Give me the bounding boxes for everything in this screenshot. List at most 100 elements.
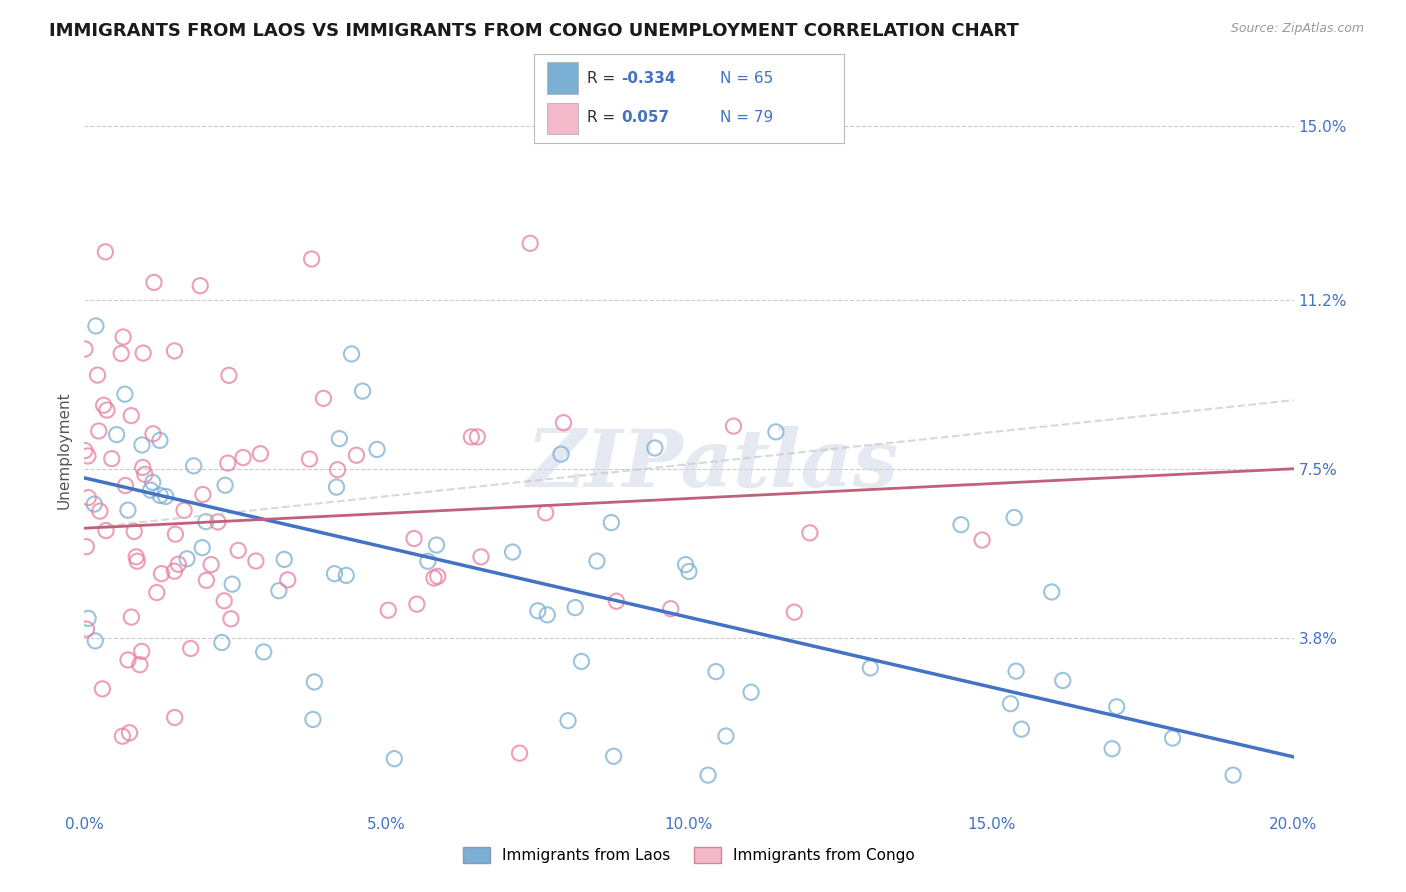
Point <box>77 449 100 463</box>
Point <box>972 533 994 547</box>
Point <box>1052 673 1074 688</box>
Point <box>117 503 139 517</box>
Point <box>550 447 572 461</box>
Text: R =: R = <box>586 70 620 86</box>
Point <box>77 491 100 505</box>
Point <box>143 276 166 290</box>
Point <box>122 524 145 539</box>
Bar <box>547 62 578 94</box>
Point <box>302 713 325 727</box>
Point <box>557 714 579 728</box>
Point <box>125 549 148 564</box>
Point <box>323 566 346 581</box>
Point <box>91 681 114 696</box>
Point <box>211 635 233 649</box>
Point <box>245 554 267 568</box>
Point <box>112 330 135 344</box>
Point <box>534 506 557 520</box>
Point <box>114 478 136 492</box>
Point <box>226 543 249 558</box>
Text: N = 79: N = 79 <box>720 110 773 125</box>
Point <box>1005 664 1028 678</box>
Point <box>1222 768 1244 782</box>
Point <box>1101 741 1123 756</box>
Point <box>84 318 107 333</box>
Point <box>723 419 745 434</box>
Point <box>382 752 405 766</box>
Point <box>86 368 108 383</box>
Point <box>73 342 96 356</box>
Point <box>128 657 150 672</box>
Point <box>425 538 447 552</box>
Point <box>111 729 134 743</box>
Point <box>416 554 439 568</box>
Point <box>176 551 198 566</box>
Point <box>783 605 806 619</box>
Point <box>87 424 110 438</box>
Text: Source: ZipAtlas.com: Source: ZipAtlas.com <box>1230 22 1364 36</box>
Point <box>298 452 321 467</box>
Text: 0.057: 0.057 <box>621 110 669 125</box>
Point <box>149 488 172 502</box>
Point <box>253 645 276 659</box>
Point <box>194 515 217 529</box>
Point <box>460 430 482 444</box>
Point <box>678 565 700 579</box>
Point <box>183 458 205 473</box>
Point <box>267 583 290 598</box>
Point <box>605 594 627 608</box>
Point <box>142 426 165 441</box>
Point <box>142 475 165 490</box>
Point <box>340 347 363 361</box>
Point <box>132 460 155 475</box>
Point <box>114 387 136 401</box>
Point <box>675 558 697 572</box>
Point <box>110 346 132 360</box>
Point <box>527 604 550 618</box>
Point <box>301 252 323 266</box>
Point <box>75 540 97 554</box>
Point <box>1011 722 1033 736</box>
Point <box>117 653 139 667</box>
Point <box>502 545 524 559</box>
Point <box>76 622 98 636</box>
Point <box>600 516 623 530</box>
Point <box>77 611 100 625</box>
Point <box>312 392 335 406</box>
Point <box>96 403 118 417</box>
Point <box>509 746 531 760</box>
Point <box>402 532 425 546</box>
Point <box>232 450 254 465</box>
Point <box>195 574 218 588</box>
Bar <box>547 103 578 134</box>
Point <box>83 497 105 511</box>
Point <box>134 467 156 482</box>
Point <box>346 448 368 462</box>
Point <box>335 568 357 582</box>
Point <box>139 483 162 498</box>
Point <box>221 577 243 591</box>
Point <box>423 571 446 585</box>
Point <box>536 607 558 622</box>
Text: -0.334: -0.334 <box>621 70 675 86</box>
Point <box>519 236 541 251</box>
Point <box>94 524 117 538</box>
Point <box>328 432 350 446</box>
Point <box>118 726 141 740</box>
Point <box>105 427 128 442</box>
Point <box>217 456 239 470</box>
Point <box>167 558 190 572</box>
Point <box>467 430 489 444</box>
Point <box>740 685 762 699</box>
Point <box>571 655 593 669</box>
Point <box>586 554 609 568</box>
Text: N = 65: N = 65 <box>720 70 773 86</box>
Point <box>191 487 214 501</box>
Point <box>366 442 388 457</box>
Point <box>89 504 111 518</box>
Point <box>470 549 492 564</box>
Point <box>644 441 666 455</box>
Point <box>132 346 155 360</box>
Text: ZIPatlas: ZIPatlas <box>527 426 900 504</box>
Point <box>212 594 235 608</box>
